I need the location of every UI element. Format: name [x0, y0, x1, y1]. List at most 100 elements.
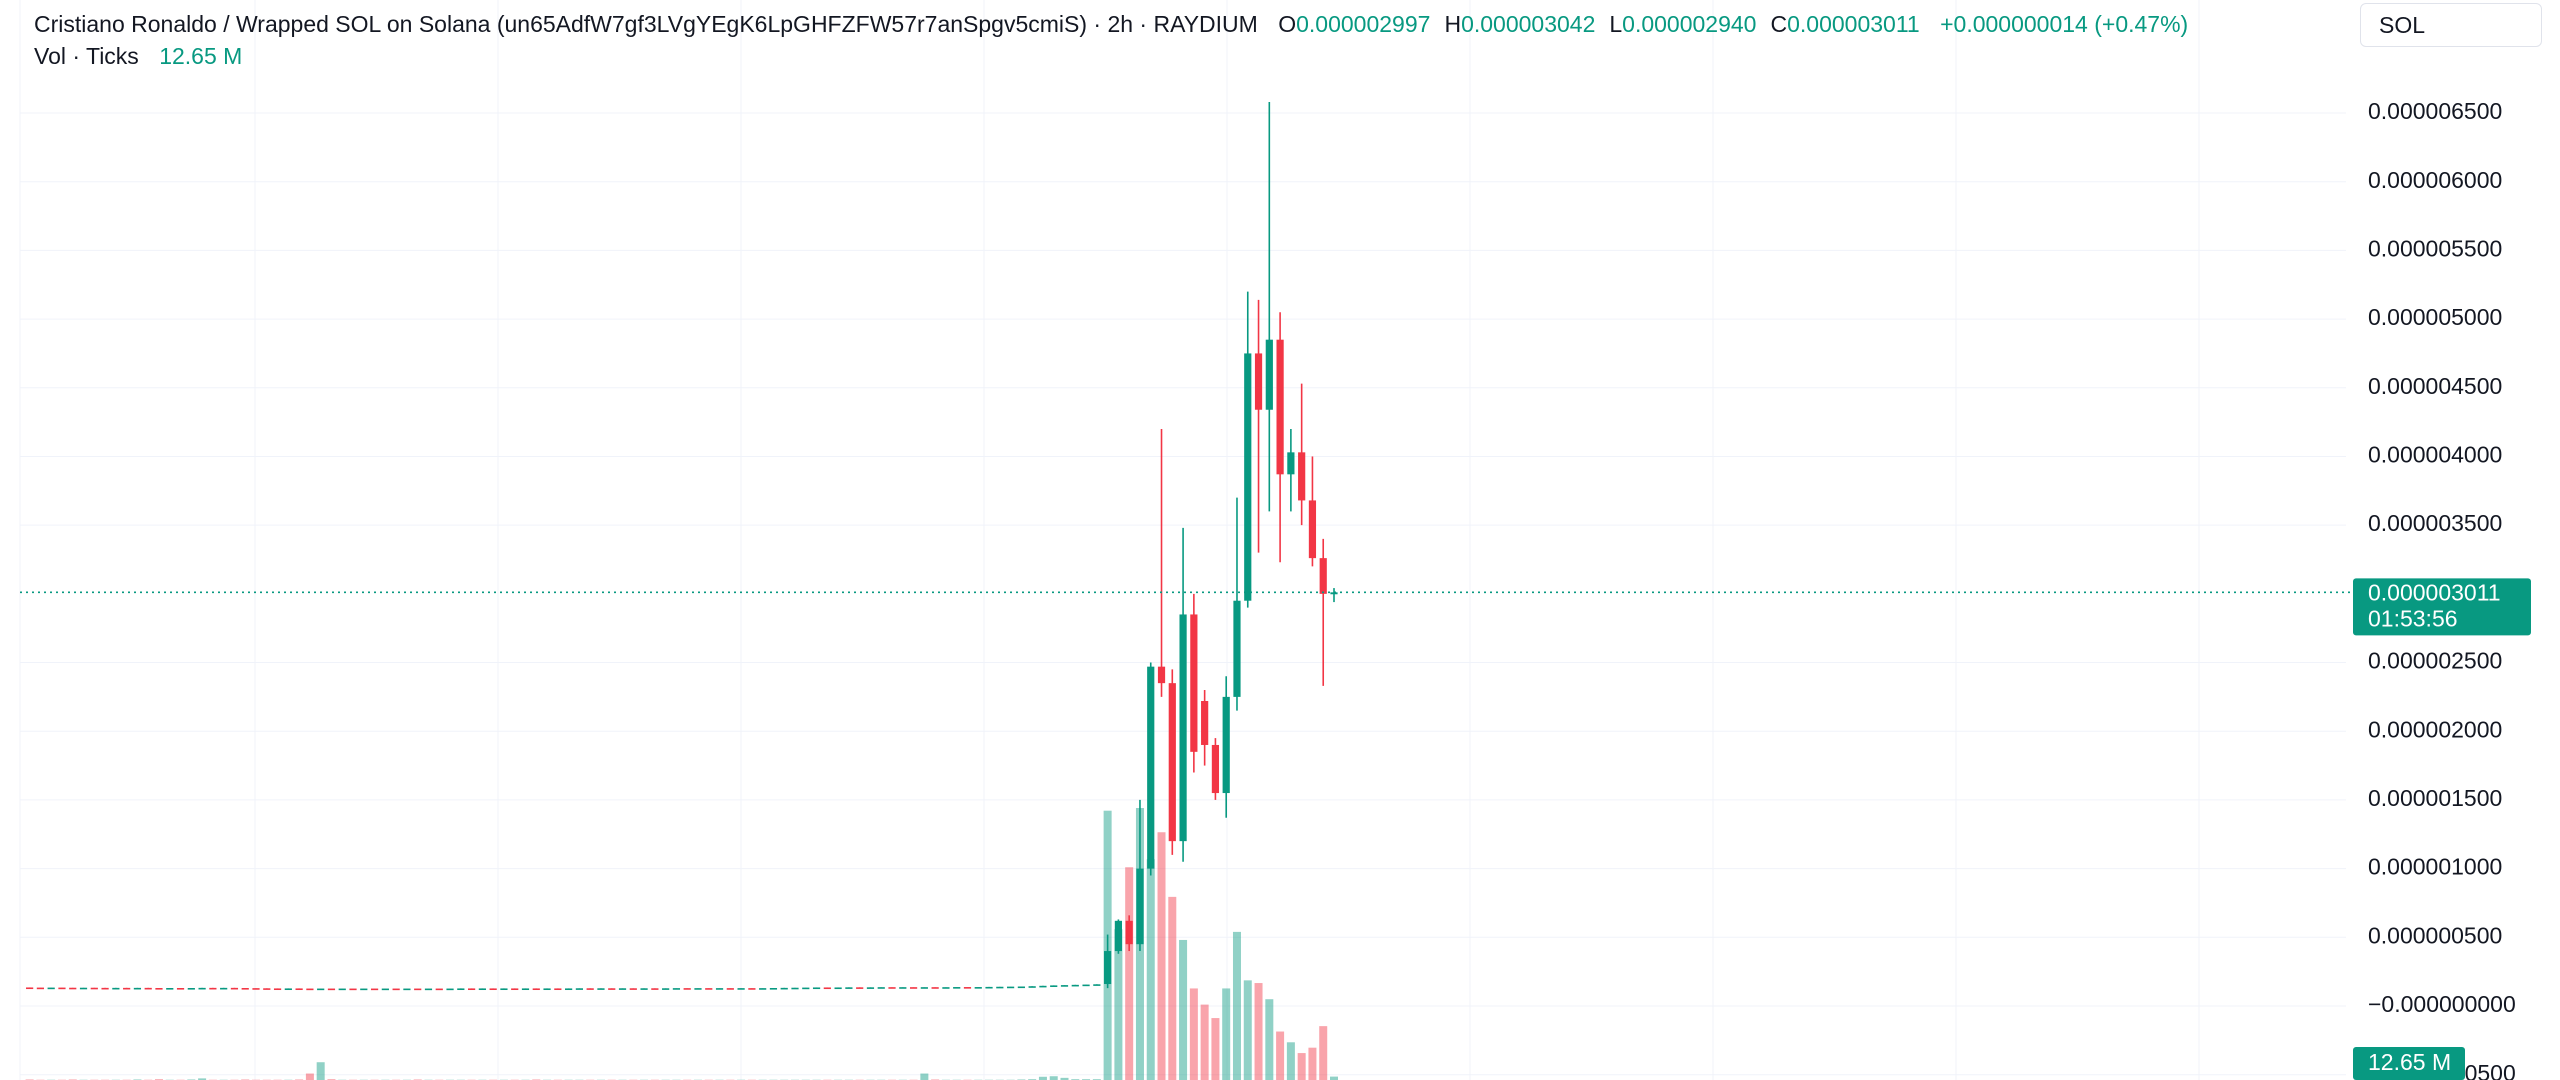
candle-body [424, 988, 433, 991]
volume-bar [1189, 988, 1198, 1080]
candle-body [241, 988, 249, 990]
candle-body [909, 987, 918, 989]
candle-body [1287, 452, 1295, 475]
volume-bar [1179, 939, 1188, 1080]
candle-body [672, 988, 681, 990]
candle-body [726, 988, 734, 990]
ohlc-key: L [1609, 11, 1623, 37]
volume-bar [1114, 929, 1123, 1080]
symbol-button[interactable]: SOL [2360, 3, 2542, 47]
candle-body [953, 987, 961, 989]
candle-body [856, 987, 864, 989]
candle-body [79, 987, 88, 990]
volume-bar [1243, 980, 1252, 1080]
candle-body [1028, 986, 1036, 988]
volume-bar [198, 1078, 207, 1080]
candle-body [1308, 500, 1317, 559]
candle-body [1007, 986, 1015, 989]
candle-body [489, 988, 497, 991]
candle-body [683, 988, 691, 990]
volume-bar [316, 1062, 325, 1080]
candle-body [618, 988, 627, 990]
candle-body [608, 988, 616, 990]
candle-body [370, 988, 379, 991]
candle-body [478, 988, 486, 991]
volume-bar [1125, 867, 1134, 1080]
volume-bar [1330, 1076, 1338, 1080]
candle-body [963, 987, 972, 989]
candle-body [1125, 920, 1133, 945]
candle-body [888, 987, 896, 989]
candle-body [1136, 868, 1144, 945]
candle-body [974, 987, 982, 989]
candle-body [651, 988, 659, 990]
volume-bar [1232, 931, 1241, 1080]
candle-body [381, 988, 389, 991]
y-tick-label: −0.000000000 [2368, 991, 2516, 1017]
candle-body [586, 988, 594, 990]
candle-body [1190, 614, 1198, 752]
ohlc-key: H [1444, 11, 1462, 37]
candle-body [920, 987, 928, 989]
y-tick-label: 0.000006500 [2368, 98, 2502, 124]
volume-bar [1308, 1047, 1317, 1080]
candle-body [1222, 696, 1230, 794]
candle-body [1179, 614, 1187, 842]
volume-bar [1060, 1077, 1069, 1080]
candle-body [220, 987, 228, 990]
candle-body [1211, 744, 1220, 794]
candle-body [532, 988, 540, 991]
candle-body [1276, 339, 1284, 475]
candle-body [435, 988, 443, 991]
candle-body [209, 987, 217, 990]
candle-body [360, 988, 368, 991]
candle-body [1233, 600, 1241, 697]
candle-body [1093, 984, 1101, 986]
candle-body [26, 987, 34, 990]
candle-body [565, 988, 573, 991]
volume-row: Vol · Ticks 12.65 M [34, 40, 2188, 72]
y-tick-label: 0.000004500 [2368, 373, 2502, 399]
candle-body [58, 987, 66, 990]
candle-body [866, 987, 875, 989]
volume-bar [1211, 1018, 1220, 1080]
candle-body [500, 988, 508, 991]
candle-body [1082, 984, 1090, 987]
candle-body [1071, 984, 1079, 987]
candle-body [511, 988, 519, 991]
candle-body [575, 988, 583, 990]
volume-value: 12.65 M [159, 43, 243, 69]
candle-body [166, 988, 174, 990]
candle-body [349, 988, 357, 991]
volume-bar [1049, 1076, 1058, 1080]
candle-body [996, 986, 1004, 989]
volume-bar [1297, 1053, 1306, 1080]
candle-body [198, 987, 206, 990]
volume-bar [1254, 983, 1263, 1080]
volume-bar [305, 1073, 314, 1080]
candle-body [1114, 920, 1122, 952]
candle-body [640, 988, 648, 990]
change: +0.000000014 (+0.47%) [1940, 11, 2189, 37]
candle-body [1104, 951, 1112, 985]
candle-body [877, 987, 885, 989]
candle-body [403, 988, 411, 991]
candle-body [187, 988, 195, 990]
candle-body [1147, 666, 1155, 869]
y-tick-label: 0.000003500 [2368, 510, 2502, 536]
candle-body [985, 986, 993, 989]
candle-body [812, 987, 821, 990]
y-tick-label: 0.000004000 [2368, 442, 2502, 468]
candle-body [263, 988, 271, 990]
candle-body [521, 988, 530, 991]
y-tick-label: 0.000000500 [2368, 922, 2502, 948]
candle-body [931, 987, 939, 989]
ohlc-legend: O0.000002997 H0.000003042 L0.000002940 C0.0… [1264, 11, 1919, 37]
ohlc-key: C [1770, 11, 1788, 37]
candle-body [597, 988, 605, 990]
candle-body [737, 988, 745, 990]
volume-bar [1286, 1042, 1295, 1080]
candle-body [144, 987, 152, 990]
volume-bar [1265, 999, 1274, 1080]
